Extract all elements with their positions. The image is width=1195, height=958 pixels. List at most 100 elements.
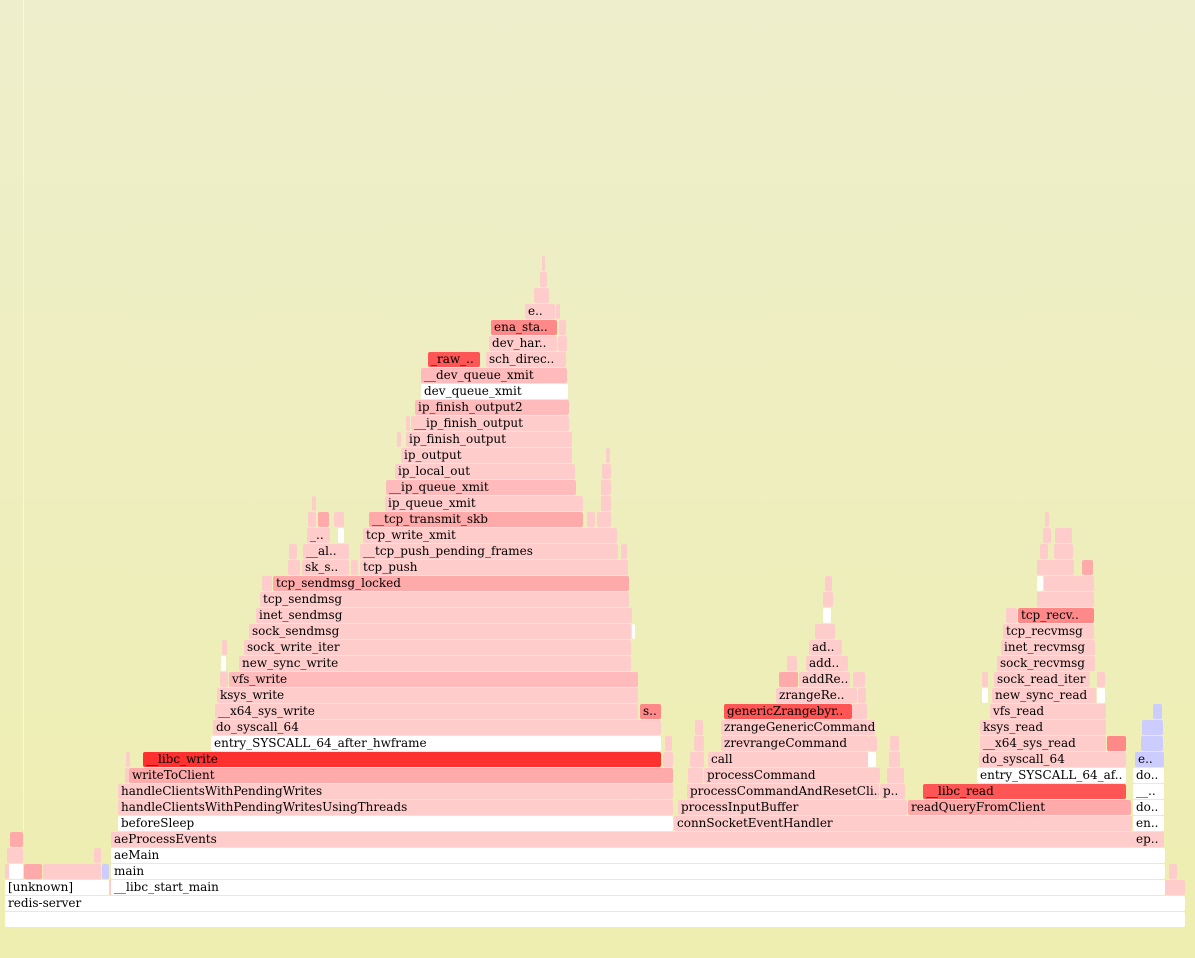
flame-frame[interactable]: do_syscall_64 xyxy=(979,752,1126,767)
flame-frame-unlabeled[interactable] xyxy=(665,736,672,751)
flame-frame-unlabeled[interactable] xyxy=(787,656,797,671)
flame-frame-unlabeled[interactable] xyxy=(125,768,129,783)
flame-frame-unlabeled[interactable] xyxy=(869,736,877,751)
flame-frame[interactable]: ena_sta.. xyxy=(491,320,557,335)
flame-frame[interactable]: sock_read_iter xyxy=(994,672,1090,687)
flame-frame-unlabeled[interactable] xyxy=(9,864,23,879)
flame-frame[interactable]: s.. xyxy=(640,704,661,719)
flame-frame[interactable]: new_sync_read xyxy=(992,688,1096,703)
flame-frame[interactable]: addRe.. xyxy=(799,672,850,687)
flame-frame[interactable]: zrangeGenericCommand xyxy=(721,720,875,735)
flame-frame-unlabeled[interactable] xyxy=(308,512,316,527)
flame-frame[interactable]: vfs_read xyxy=(990,704,1106,719)
flame-frame-unlabeled[interactable] xyxy=(338,528,344,543)
flame-frame-unlabeled[interactable] xyxy=(1037,560,1074,575)
flame-frame-unlabeled[interactable] xyxy=(1037,592,1094,607)
flame-frame[interactable]: __ip_queue_xmit xyxy=(386,480,576,495)
flame-frame[interactable]: tcp_sendmsg_locked xyxy=(273,576,629,591)
flame-frame-unlabeled[interactable] xyxy=(288,560,300,575)
flame-frame-unlabeled[interactable] xyxy=(982,672,988,687)
flame-frame-unlabeled[interactable] xyxy=(1107,736,1126,751)
flame-frame[interactable]: add.. xyxy=(806,656,848,671)
flame-frame-unlabeled[interactable] xyxy=(5,864,9,879)
flame-frame[interactable]: ad.. xyxy=(809,640,842,655)
flame-frame[interactable]: zrangeRe.. xyxy=(776,688,857,703)
flame-frame-unlabeled[interactable] xyxy=(5,912,1185,927)
flame-frame-unlabeled[interactable] xyxy=(222,640,227,655)
flame-frame-unlabeled[interactable] xyxy=(815,624,835,639)
flame-frame-unlabeled[interactable] xyxy=(1142,720,1163,735)
flame-frame-unlabeled[interactable] xyxy=(982,688,988,703)
flame-frame-unlabeled[interactable] xyxy=(542,256,545,271)
flame-frame-unlabeled[interactable] xyxy=(559,320,566,335)
flame-frame[interactable]: ksys_read xyxy=(980,720,1106,735)
flame-frame-unlabeled[interactable] xyxy=(825,576,832,591)
flame-frame-unlabeled[interactable] xyxy=(406,416,410,431)
flame-frame-unlabeled[interactable] xyxy=(1165,880,1185,895)
flame-frame[interactable]: handleClientsWithPendingWrites xyxy=(118,784,673,799)
flame-frame[interactable]: e.. xyxy=(525,304,555,319)
flame-frame[interactable]: dev_har.. xyxy=(489,336,557,351)
flame-frame-unlabeled[interactable] xyxy=(823,608,831,623)
flame-frame-unlabeled[interactable] xyxy=(688,768,703,783)
flame-frame[interactable]: __tcp_transmit_skb xyxy=(369,512,583,527)
flame-frame[interactable]: genericZrangebyr.. xyxy=(724,704,852,719)
flame-frame-unlabeled[interactable] xyxy=(663,752,673,767)
flame-frame[interactable]: _raw_.. xyxy=(428,352,480,367)
flame-frame[interactable]: tcp_recvmsg xyxy=(1003,624,1094,639)
flame-frame[interactable]: handleClientsWithPendingWritesUsingThrea… xyxy=(118,800,673,815)
flame-frame[interactable]: tcp_write_xmit xyxy=(363,528,617,543)
flame-frame[interactable]: readQueryFromClient xyxy=(908,800,1131,815)
flame-frame-unlabeled[interactable] xyxy=(1141,736,1163,751)
flame-frame[interactable]: ksys_write xyxy=(217,688,638,703)
flame-frame[interactable]: [unknown] xyxy=(5,880,109,895)
flame-frame[interactable]: __libc_write xyxy=(143,752,661,767)
flame-frame-unlabeled[interactable] xyxy=(126,752,130,767)
flame-frame-unlabeled[interactable] xyxy=(889,752,900,767)
flame-frame[interactable]: writeToClient xyxy=(129,768,673,783)
flame-frame-unlabeled[interactable] xyxy=(887,768,904,783)
flame-frame-unlabeled[interactable] xyxy=(94,848,101,863)
flame-frame[interactable]: processCommand xyxy=(704,768,880,783)
flame-frame[interactable]: do.. xyxy=(1133,768,1164,783)
flame-frame-unlabeled[interactable] xyxy=(868,752,876,767)
flame-frame-unlabeled[interactable] xyxy=(109,880,111,895)
flame-frame[interactable]: en.. xyxy=(1133,816,1164,831)
flame-frame[interactable]: tcp_recv.. xyxy=(1018,608,1094,623)
flame-frame[interactable]: redis-server xyxy=(5,896,1185,911)
flame-frame[interactable]: processInputBuffer xyxy=(678,800,907,815)
flame-frame-unlabeled[interactable] xyxy=(1045,512,1049,527)
flame-frame-unlabeled[interactable] xyxy=(1097,688,1105,703)
flame-frame[interactable]: sk_s.. xyxy=(302,560,349,575)
flame-frame-unlabeled[interactable] xyxy=(1043,528,1051,543)
flame-frame[interactable]: do_syscall_64 xyxy=(213,720,661,735)
flame-frame[interactable]: __x64_sys_read xyxy=(980,736,1106,751)
flame-frame-unlabeled[interactable] xyxy=(606,448,610,463)
flame-frame[interactable]: ip_queue_xmit xyxy=(385,496,583,511)
flame-frame-unlabeled[interactable] xyxy=(695,720,703,735)
flame-frame-unlabeled[interactable] xyxy=(853,672,865,687)
flame-frame[interactable]: do.. xyxy=(1133,800,1164,815)
flame-frame[interactable]: sock_sendmsg xyxy=(249,624,631,639)
flame-frame-unlabeled[interactable] xyxy=(587,512,595,527)
flame-frame-unlabeled[interactable] xyxy=(397,432,401,447)
flame-frame[interactable]: __.. xyxy=(1133,784,1164,799)
flame-frame-unlabeled[interactable] xyxy=(102,864,109,879)
flame-frame-unlabeled[interactable] xyxy=(858,688,866,703)
flame-frame[interactable]: __x64_sys_write xyxy=(215,704,638,719)
flame-frame[interactable]: tcp_push xyxy=(360,560,628,575)
flame-frame-unlabeled[interactable] xyxy=(1153,704,1162,719)
flame-frame-unlabeled[interactable] xyxy=(779,672,798,687)
flame-frame[interactable]: beforeSleep xyxy=(118,816,673,831)
flame-frame-unlabeled[interactable] xyxy=(318,512,329,527)
flame-frame[interactable]: __al.. xyxy=(303,544,349,559)
flame-frame-unlabeled[interactable] xyxy=(694,736,704,751)
flame-frame-unlabeled[interactable] xyxy=(1054,544,1073,559)
flame-frame-unlabeled[interactable] xyxy=(1006,608,1017,623)
flame-frame-unlabeled[interactable] xyxy=(1037,576,1043,591)
flame-frame[interactable]: __dev_queue_xmit xyxy=(421,368,567,383)
flame-frame[interactable]: aeProcessEvents xyxy=(111,832,1133,847)
flame-frame[interactable]: ip_finish_output2 xyxy=(415,400,569,415)
flame-frame-unlabeled[interactable] xyxy=(823,592,833,607)
flame-frame[interactable]: ip_finish_output xyxy=(406,432,572,447)
